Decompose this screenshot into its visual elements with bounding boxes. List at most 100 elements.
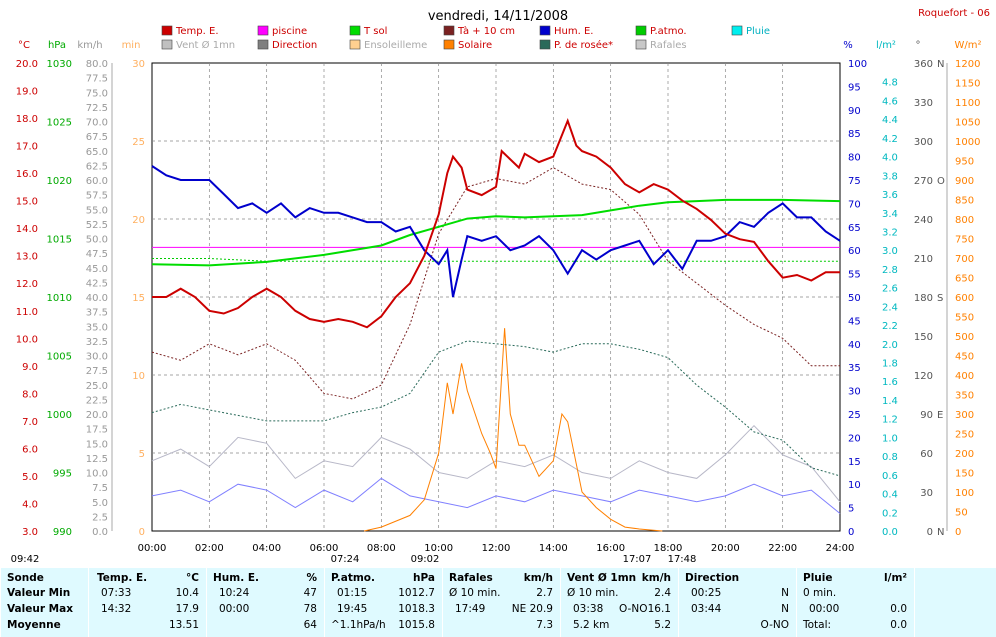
solar-axis-tick: 350	[955, 391, 974, 402]
stats-row-min-label: Valeur Min	[7, 587, 71, 599]
x-tick: 24:00	[826, 543, 855, 554]
temp-axis-tick: 3.0	[22, 527, 38, 538]
temp-axis-tick: 10.0	[16, 334, 38, 345]
rafales-moy: 7.3	[536, 619, 553, 631]
rain-axis-tick: 3.0	[882, 246, 898, 257]
dir-moy: O-NO	[760, 619, 789, 631]
rafales-r1-label: Ø 10 min.	[449, 587, 501, 599]
direction-axis-tick: 0	[927, 527, 933, 538]
rain-axis-tick: 4.0	[882, 153, 898, 164]
rain-axis-tick: 3.8	[882, 171, 898, 182]
legend-label: Tà + 10 cm	[457, 25, 515, 37]
dir-r2-time: 03:44	[691, 603, 722, 615]
legend-label: T sol	[363, 26, 387, 37]
pressure-axis-tick: 1000	[47, 410, 72, 421]
rain-axis-tick: 0.4	[882, 490, 898, 501]
humidity-axis-tick: 5	[848, 504, 854, 515]
solar-axis-tick: 250	[955, 430, 974, 441]
rain-axis-tick: 1.2	[882, 415, 898, 426]
wind-axis-tick: 37.5	[86, 308, 108, 319]
stats-header-rafales: Rafales	[449, 572, 493, 584]
solar-axis-unit: W/m²	[954, 40, 981, 51]
solar-axis-tick: 300	[955, 410, 974, 421]
pluie-r3-label: Total:	[803, 619, 832, 631]
temp-axis-tick: 5.0	[22, 472, 38, 483]
wind-axis-tick: 50.0	[86, 235, 108, 246]
legend-label: Temp. E.	[175, 26, 219, 37]
solar-axis-tick: 650	[955, 274, 974, 285]
wind-axis-tick: 35.0	[86, 322, 108, 333]
x-tick: 22:00	[768, 543, 797, 554]
legend-label: Pluie	[746, 26, 770, 37]
pluie-r1-label: 0 min.	[803, 587, 837, 599]
x-tick: 12:00	[482, 543, 511, 554]
rain-axis-tick: 2.2	[882, 321, 898, 332]
temp-axis-tick: 19.0	[16, 87, 38, 98]
wind-axis-tick: 15.0	[86, 439, 108, 450]
solar-axis-tick: 750	[955, 235, 974, 246]
wind-axis-tick: 25.0	[86, 381, 108, 392]
temp-min-time: 07:33	[101, 587, 132, 599]
series-vent	[151, 477, 841, 514]
humidity-axis-tick: 65	[848, 223, 861, 234]
humidity-axis-tick: 95	[848, 82, 861, 93]
direction-cardinal: E	[937, 410, 943, 421]
pluie-r2-time: 00:00	[809, 603, 840, 615]
wind-axis-tick: 52.5	[86, 220, 108, 231]
wind-axis-tick: 10.0	[86, 469, 108, 480]
stats-col-vent: Vent Ø 1mn km/h Ø 10 min. 2.4 03:38 O-NO…	[560, 568, 679, 637]
rafales-r1: 2.7	[536, 587, 553, 599]
wind-axis-tick: 7.5	[92, 483, 108, 494]
x-tick: 18:00	[654, 543, 683, 554]
direction-axis-tick: 120	[914, 371, 933, 382]
wind-axis-tick: 32.5	[86, 337, 108, 348]
pressure-axis-tick: 1030	[47, 59, 72, 70]
rain-axis-tick: 4.6	[882, 96, 898, 107]
wind-axis-tick: 55.0	[86, 205, 108, 216]
solar-axis-tick: 1000	[955, 137, 980, 148]
pressure-axis-tick: 1015	[47, 235, 72, 246]
patmo-moy: 1015.8	[398, 619, 435, 631]
stats-col-hum: Hum. E. % 10:24 47 00:00 78 64	[206, 568, 325, 637]
legend-swatch	[349, 39, 361, 50]
wind-axis-tick: 12.5	[86, 454, 108, 465]
wind-axis-tick: 17.5	[86, 425, 108, 436]
temp-axis-tick: 17.0	[16, 142, 38, 153]
humidity-axis-tick: 15	[848, 457, 861, 468]
wind-axis-unit: km/h	[77, 40, 102, 51]
direction-cardinal: S	[937, 293, 943, 304]
pressure-axis-tick: 1020	[47, 176, 72, 187]
humidity-axis-tick: 50	[848, 293, 861, 304]
sunshine-axis-tick: 25	[132, 137, 145, 148]
sun-mark: 09:02	[411, 554, 440, 565]
temp-axis-tick: 14.0	[16, 224, 38, 235]
solar-axis-tick: 600	[955, 293, 974, 304]
humidity-axis-tick: 45	[848, 316, 861, 327]
legend-swatch	[443, 39, 455, 50]
patmo-max: 1018.3	[398, 603, 435, 615]
humidity-axis-tick: 35	[848, 363, 861, 374]
stats-unit-vent: km/h	[641, 572, 671, 584]
direction-axis-tick: 240	[914, 215, 933, 226]
legend-swatch	[635, 25, 647, 36]
legend-swatch	[443, 25, 455, 36]
wind-axis-tick: 75.0	[86, 88, 108, 99]
wind-axis-tick: 30.0	[86, 352, 108, 363]
temp-axis-tick: 16.0	[16, 169, 38, 180]
hum-min-time: 10:24	[219, 587, 250, 599]
wind-axis-tick: 65.0	[86, 147, 108, 158]
sunshine-axis-tick: 0	[139, 527, 145, 538]
rafales-r2: NE 20.9	[511, 603, 553, 615]
stats-col-rafales: Rafales km/h Ø 10 min. 2.7 17:49 NE 20.9…	[442, 568, 561, 637]
vent-r2: 16.1	[647, 603, 671, 615]
sunshine-axis-tick: 15	[132, 293, 145, 304]
humidity-axis-tick: 0	[848, 527, 854, 538]
legend-label: Vent Ø 1mn	[176, 39, 235, 51]
direction-axis-tick: 360	[914, 59, 933, 70]
solar-axis-tick: 100	[955, 488, 974, 499]
rain-axis-unit: l/m²	[876, 40, 896, 51]
wind-axis-tick: 72.5	[86, 103, 108, 114]
solar-axis-tick: 550	[955, 313, 974, 324]
wind-axis-tick: 47.5	[86, 249, 108, 260]
wind-axis-tick: 2.5	[92, 512, 108, 523]
